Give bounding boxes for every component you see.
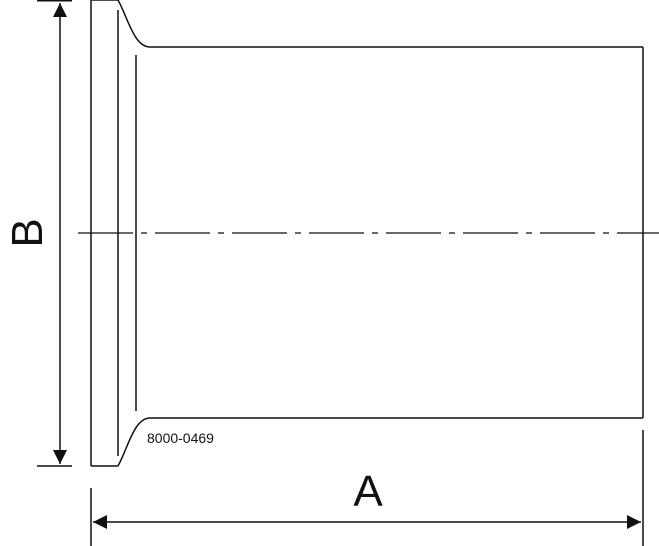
part-number-label: 8000-0469 (147, 430, 214, 446)
dimension-a (90, 430, 644, 546)
dimension-b (37, 0, 72, 467)
dimension-a-label: A (353, 467, 383, 516)
dimension-b-label: B (3, 218, 52, 247)
